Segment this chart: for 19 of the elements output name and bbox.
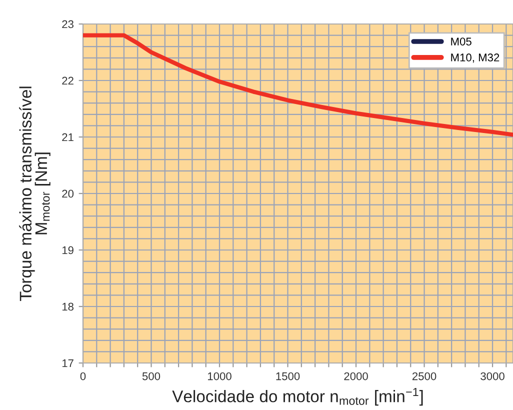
x-axis-title: Velocidade do motor n$_{motor}$ [min$^{−1}$]	[172, 388, 423, 406]
legend-label: M05	[451, 38, 472, 46]
y-tick-label: 18	[62, 302, 74, 311]
y-tick-label: 17	[62, 359, 74, 368]
x-tick-label: 0	[80, 372, 86, 380]
y-axis-title: Torque máximo transmissível M$_{motor}$ [Nm]	[19, 86, 50, 302]
y-tick-label: 22	[62, 76, 74, 85]
x-tick-label: 2000	[344, 372, 368, 380]
x-tick-label: 1500	[276, 372, 300, 380]
line-series	[83, 33, 513, 137]
x-tick-label: 1000	[208, 372, 232, 380]
x-tick-label: 2500	[412, 372, 436, 380]
x-tick-label: 3000	[480, 372, 504, 380]
y-tick-label: 23	[62, 20, 74, 28]
x-tick-label: 500	[142, 372, 160, 380]
y-tick-label: 19	[62, 246, 74, 254]
y-tick-label: 20	[62, 190, 74, 198]
y-tick-label: 21	[62, 133, 74, 142]
legend-label: M10, M32	[451, 54, 500, 63]
